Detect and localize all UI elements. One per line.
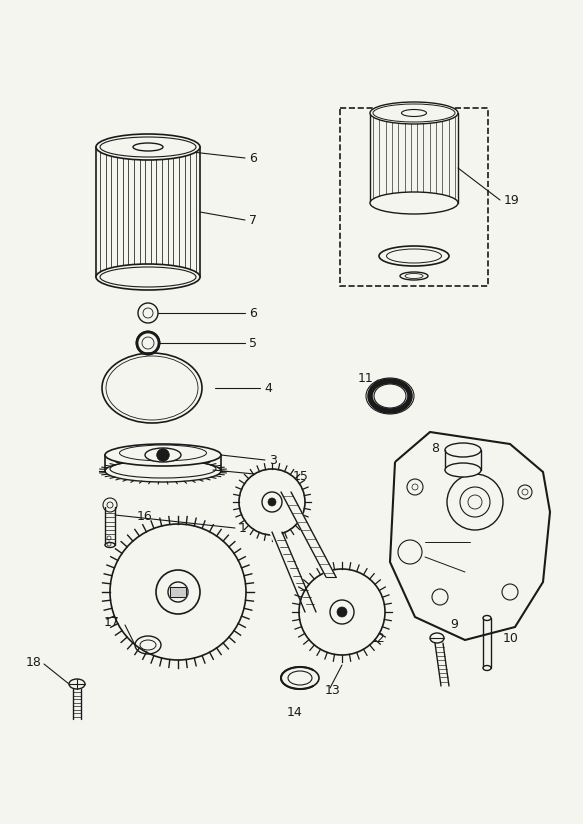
Text: 18: 18 (26, 656, 42, 668)
Ellipse shape (105, 444, 221, 466)
Text: 16: 16 (136, 509, 152, 522)
Circle shape (268, 498, 276, 506)
Text: 1: 1 (239, 522, 247, 535)
Circle shape (330, 600, 354, 624)
Ellipse shape (69, 679, 85, 689)
Circle shape (337, 607, 347, 617)
Text: 19: 19 (504, 194, 520, 207)
Text: 8: 8 (431, 442, 439, 455)
Text: 13: 13 (325, 683, 340, 696)
Text: 15: 15 (293, 470, 309, 483)
Ellipse shape (145, 448, 181, 462)
Ellipse shape (483, 616, 491, 620)
Ellipse shape (105, 542, 115, 547)
PathPatch shape (390, 432, 550, 640)
Ellipse shape (96, 134, 200, 160)
Text: 7: 7 (249, 213, 257, 227)
Ellipse shape (445, 463, 481, 477)
Text: 2: 2 (269, 469, 277, 481)
Text: 5: 5 (249, 336, 257, 349)
Circle shape (110, 524, 246, 660)
Ellipse shape (445, 443, 481, 457)
Circle shape (262, 492, 282, 512)
Ellipse shape (370, 381, 410, 411)
Circle shape (522, 489, 528, 495)
Text: 6: 6 (249, 152, 257, 165)
Circle shape (299, 569, 385, 655)
Text: 12: 12 (370, 631, 386, 644)
Ellipse shape (374, 384, 406, 408)
Polygon shape (170, 587, 186, 597)
Text: 14: 14 (287, 705, 303, 719)
Circle shape (239, 469, 305, 535)
Polygon shape (281, 492, 336, 577)
Circle shape (157, 449, 169, 461)
Text: 17: 17 (104, 616, 120, 629)
Circle shape (156, 570, 200, 614)
Ellipse shape (402, 110, 427, 116)
Text: 3: 3 (269, 453, 277, 466)
Text: 10: 10 (503, 631, 519, 644)
Text: 11: 11 (357, 372, 373, 385)
Bar (340, 108, 488, 286)
Ellipse shape (133, 143, 163, 151)
Ellipse shape (483, 666, 491, 671)
Text: 6: 6 (249, 307, 257, 320)
Ellipse shape (430, 633, 444, 643)
Ellipse shape (370, 102, 458, 124)
Text: 4: 4 (264, 382, 272, 395)
Ellipse shape (370, 192, 458, 214)
Text: 9: 9 (450, 619, 458, 631)
Circle shape (412, 484, 418, 490)
Ellipse shape (96, 264, 200, 290)
